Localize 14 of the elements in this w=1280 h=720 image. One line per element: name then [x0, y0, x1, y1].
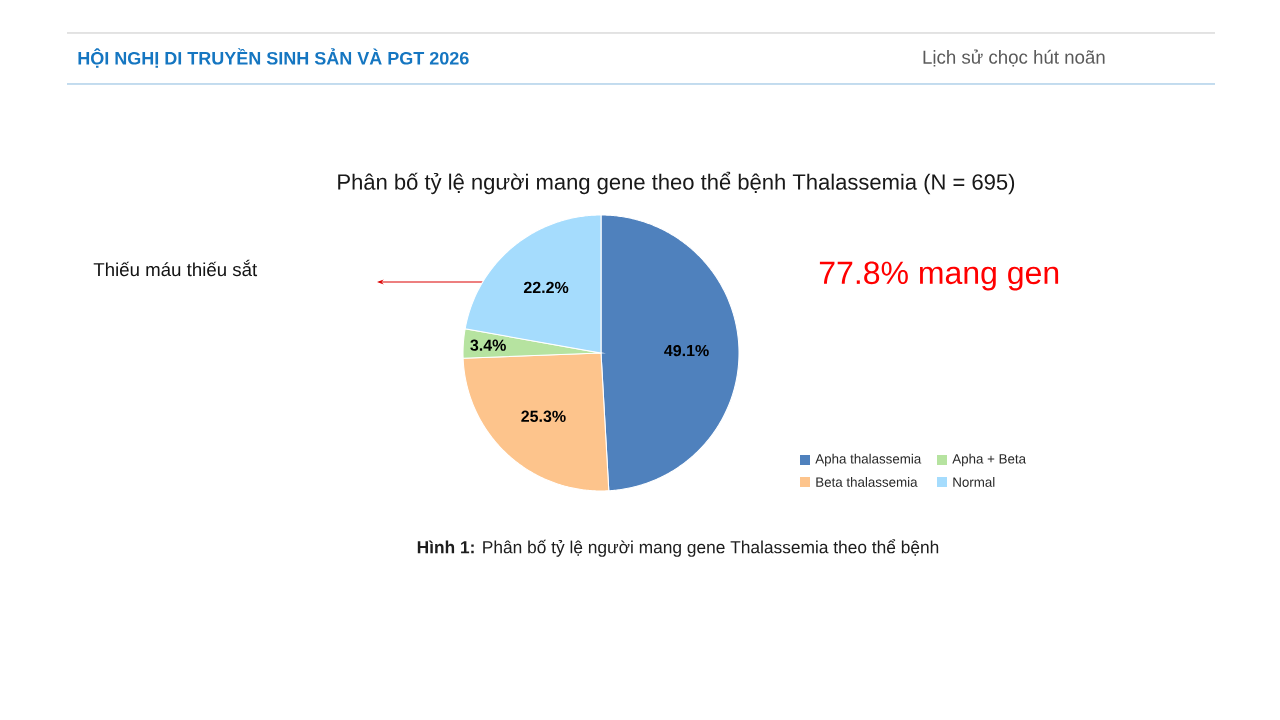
data-label: 22.2% [523, 281, 569, 294]
text: Thiếu máu thiếu sắt [93, 259, 258, 277]
text: 77.8% mang gen [819, 261, 1059, 291]
legend-label: Normal [953, 477, 995, 487]
text: HỘI NGHỊ DI TRUYỀN SINH SẢN VÀ PGT 2026 [78, 48, 469, 68]
data-label: 49.1% [664, 344, 709, 357]
legend-label: Beta thalassemia [816, 477, 918, 487]
text: Lịch sử chọc hút noãn [923, 49, 1105, 67]
legend-label: Apha + Beta [952, 453, 1027, 467]
data-label: 25.3% [521, 410, 566, 422]
data-label: 3.4% [470, 339, 506, 351]
chart-title: Phân bố tỷ lệ người mang gene theo thể bệnh Thalassemia (N = 695) [338, 171, 1015, 195]
legend-label: Apha thalassemia [815, 453, 922, 467]
text: Hình 1: Phân bố tỷ lệ người mang gene Thalassemia theo thể bệnh [417, 539, 939, 557]
